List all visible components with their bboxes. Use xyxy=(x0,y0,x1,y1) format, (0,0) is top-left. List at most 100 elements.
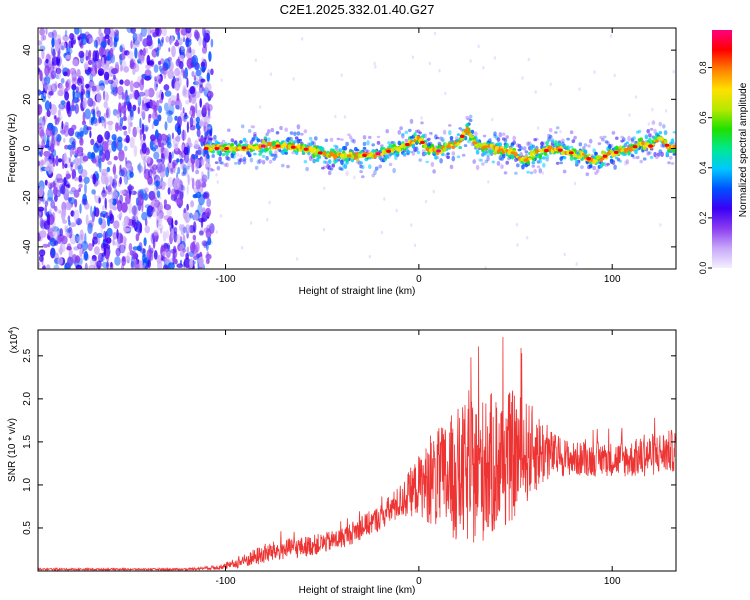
noise-cell xyxy=(172,137,180,147)
ridge-cell xyxy=(268,150,273,155)
noise-cell xyxy=(198,158,206,163)
noise-cell xyxy=(206,193,210,199)
noise-cell xyxy=(177,116,182,128)
noise-cell xyxy=(43,80,49,91)
ridge-cell xyxy=(672,152,676,156)
noise-cell xyxy=(179,251,185,257)
noise-cell xyxy=(145,64,152,70)
ridge-peak xyxy=(420,140,425,144)
noise-cell xyxy=(149,139,154,151)
ridge-peak xyxy=(602,154,608,158)
noise-cell xyxy=(176,134,181,142)
ridge-cell xyxy=(639,137,643,142)
ridge-peak xyxy=(632,145,638,149)
noise-cell xyxy=(173,231,178,243)
noise-cell xyxy=(126,251,130,262)
noise-cell xyxy=(96,260,102,269)
noise-cell xyxy=(86,70,90,77)
ridge-cell xyxy=(609,158,614,164)
noise-cell xyxy=(164,121,168,131)
noise-cell xyxy=(57,257,63,265)
y-tick-label: 0.5 xyxy=(22,521,33,535)
noise-cell xyxy=(48,225,55,231)
noise-cell xyxy=(44,112,48,122)
noise-cell xyxy=(190,85,197,98)
noise-cell xyxy=(163,58,171,70)
noise-cell xyxy=(176,158,180,163)
ridge-peak xyxy=(224,146,230,151)
ridge-cell xyxy=(362,135,367,140)
noise-cell xyxy=(167,136,171,142)
noise-cell xyxy=(71,124,77,131)
noise-cell xyxy=(107,160,112,166)
noise-cell xyxy=(95,173,100,180)
noise-cell xyxy=(133,260,140,269)
noise-cell xyxy=(141,28,147,37)
ridge-cell xyxy=(240,124,245,129)
noise-cell xyxy=(254,58,258,63)
noise-cell xyxy=(549,82,552,86)
ridge-cell xyxy=(601,138,605,142)
noise-cell xyxy=(46,139,50,148)
noise-cell xyxy=(42,120,45,131)
ridge-cell xyxy=(649,127,654,131)
noise-cell xyxy=(156,190,161,198)
noise-cell xyxy=(105,106,111,119)
ridge-cell xyxy=(646,151,650,156)
noise-cell xyxy=(190,93,197,105)
ridge-cell xyxy=(505,135,510,139)
noise-cell xyxy=(205,207,212,217)
ridge-cell xyxy=(209,167,214,172)
noise-cell xyxy=(155,83,158,88)
noise-cell xyxy=(139,32,143,42)
ridge-cell xyxy=(526,170,530,174)
noise-cell xyxy=(578,87,581,91)
noise-cell xyxy=(102,221,107,229)
ridge-cell xyxy=(658,121,663,127)
noise-cell xyxy=(43,92,46,97)
noise-cell xyxy=(70,161,74,168)
noise-cell xyxy=(95,155,101,167)
ridge-cell xyxy=(430,143,435,149)
noise-cell xyxy=(182,167,187,176)
ridge-cell xyxy=(554,131,558,134)
noise-cell xyxy=(40,160,47,165)
noise-cell xyxy=(41,48,45,60)
noise-cell xyxy=(192,194,198,199)
ridge-cell xyxy=(672,149,676,154)
noise-cell xyxy=(43,150,51,157)
ridge-peak xyxy=(241,146,247,150)
noise-cell xyxy=(49,227,56,239)
ridge-cell xyxy=(265,147,269,152)
noise-cell xyxy=(67,78,72,84)
ridge-cell xyxy=(298,148,303,152)
noise-cell xyxy=(206,72,210,82)
ridge-cell xyxy=(234,140,238,145)
ridge-peak xyxy=(275,144,281,148)
noise-cell xyxy=(118,149,125,162)
noise-cell xyxy=(137,58,141,64)
noise-cell xyxy=(112,163,117,176)
noise-cell xyxy=(182,248,186,253)
snr-ylabel: SNR (10 * v/v) xyxy=(7,418,18,482)
ridge-cell xyxy=(594,171,598,175)
ridge-cell xyxy=(611,131,616,135)
noise-cell xyxy=(80,93,83,100)
noise-cell xyxy=(81,33,88,46)
noise-cell xyxy=(139,129,143,142)
noise-cell xyxy=(46,213,51,226)
ridge-cell xyxy=(329,167,334,171)
ridge-cell xyxy=(655,139,659,143)
noise-cell xyxy=(411,55,415,60)
ridge-cell xyxy=(510,154,515,160)
noise-cell xyxy=(81,240,89,251)
noise-cell xyxy=(56,67,62,80)
noise-cell xyxy=(95,106,99,115)
noise-cell xyxy=(156,219,159,228)
ridge-cell xyxy=(291,151,296,155)
ridge-cell xyxy=(500,164,504,170)
noise-cell xyxy=(55,209,62,214)
noise-cell xyxy=(493,56,497,60)
noise-cell xyxy=(185,28,192,34)
ridge-cell xyxy=(355,161,360,164)
